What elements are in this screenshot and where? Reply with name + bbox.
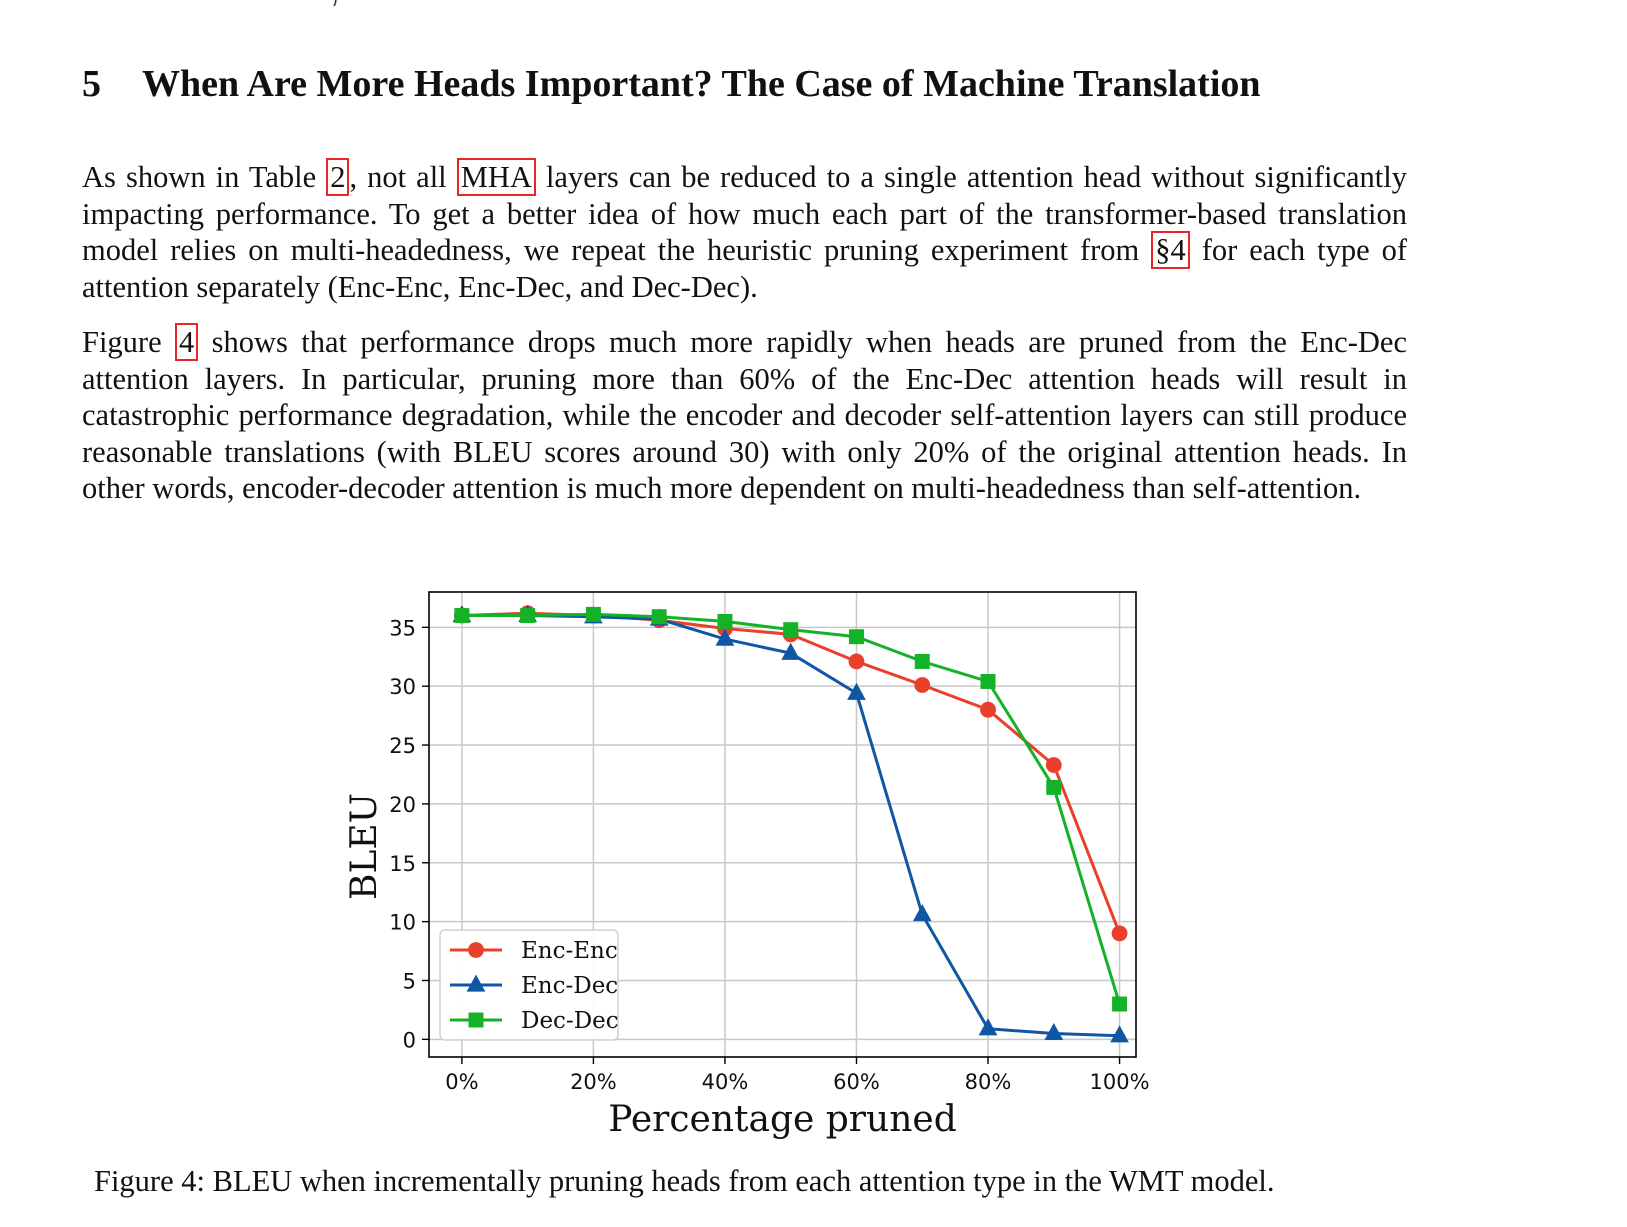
point-enc-enc-80 [980, 701, 996, 718]
point-enc-dec-90 [1044, 1023, 1064, 1041]
section-heading: 5 When Are More Heads Important? The Case… [82, 62, 1261, 106]
legend-marker-dec-dec [468, 1012, 484, 1028]
y-tick-label: 25 [389, 734, 416, 758]
legend-label-enc-dec: Enc-Dec [521, 973, 618, 999]
paragraph-1-text-c: layers can be reduced to a single attent… [82, 160, 1407, 267]
point-enc-enc-70 [914, 677, 931, 693]
point-dec-dec-50 [783, 622, 799, 638]
point-dec-dec-30 [651, 609, 667, 625]
y-tick-label: 20 [389, 793, 416, 817]
point-dec-dec-60 [849, 629, 864, 645]
point-enc-dec-80 [978, 1018, 998, 1036]
paragraph-1-text-d: for each type of attention separately (E… [82, 233, 1407, 304]
point-dec-dec-10 [520, 608, 536, 624]
point-dec-dec-20 [585, 606, 601, 622]
figure-reference-link[interactable]: 4 [175, 323, 199, 361]
mha-acronym-link[interactable]: MHA [456, 158, 536, 196]
paragraph-2: Figure 4 shows that performance drops mu… [82, 323, 1407, 507]
chart-legend [439, 929, 619, 1041]
point-dec-dec-0 [454, 608, 470, 624]
paragraph-1: As shown in Table 2, not all MHA layers … [82, 158, 1407, 305]
point-enc-enc-90 [1045, 757, 1062, 773]
series-line-enc-enc [461, 611, 1121, 934]
section-reference-link[interactable]: §4 [1151, 231, 1190, 269]
point-enc-enc-100 [1111, 925, 1128, 942]
point-dec-dec-90 [1046, 779, 1062, 795]
point-dec-dec-70 [914, 653, 930, 669]
point-enc-dec-50 [781, 642, 801, 660]
y-tick-label: 5 [403, 969, 416, 993]
y-tick-label: 10 [389, 911, 416, 935]
x-axis-label: Percentage pruned [608, 1099, 956, 1140]
paragraph-1-text-a: As shown in Table [82, 160, 327, 194]
point-enc-enc-60 [848, 653, 865, 670]
point-enc-dec-40 [715, 628, 735, 646]
x-tick-label: 100% [1090, 1070, 1150, 1094]
x-tick-label: 0% [445, 1070, 478, 1094]
table-reference-link[interactable]: 2 [326, 158, 350, 196]
y-tick-label: 15 [389, 852, 416, 876]
x-tick-label: 20% [570, 1070, 617, 1094]
legend-marker-enc-enc [468, 942, 484, 958]
y-tick-label: 35 [389, 616, 416, 640]
plot-frame [428, 591, 1137, 1058]
paragraph-2-text-b: shows that performance drops much more r… [82, 325, 1407, 505]
x-tick-label: 40% [702, 1070, 749, 1094]
section-number: 5 [82, 63, 101, 105]
y-axis-label: BLEU [344, 793, 385, 900]
x-tick-label: 80% [965, 1070, 1012, 1094]
legend-marker-enc-dec [466, 974, 486, 992]
point-dec-dec-80 [980, 673, 996, 689]
bleu-pruning-chart: 0% 20% 40% 60% 80% 100% 0 5 10 15 20 25 30 35 Percenta… [344, 591, 1150, 1140]
point-dec-dec-100 [1112, 996, 1128, 1012]
figure-caption: Figure 4: BLEU when incrementally prunin… [94, 1164, 1275, 1198]
y-tick-label: 30 [389, 675, 416, 699]
page-corner-mark [333, 0, 337, 7]
section-title: When Are More Heads Important? The Case … [142, 63, 1261, 105]
point-enc-dec-100 [1110, 1025, 1129, 1043]
y-tick-label: 0 [403, 1028, 416, 1052]
legend-label-enc-enc: Enc-Enc [521, 938, 618, 964]
x-tick-label: 60% [833, 1070, 880, 1094]
point-enc-dec-70 [912, 904, 932, 922]
point-dec-dec-40 [717, 613, 733, 629]
paragraph-2-text-a: Figure [82, 325, 176, 359]
paragraph-1-text-b: , not all [349, 160, 457, 194]
legend-label-dec-dec: Dec-Dec [521, 1008, 619, 1034]
point-enc-dec-60 [847, 682, 866, 700]
